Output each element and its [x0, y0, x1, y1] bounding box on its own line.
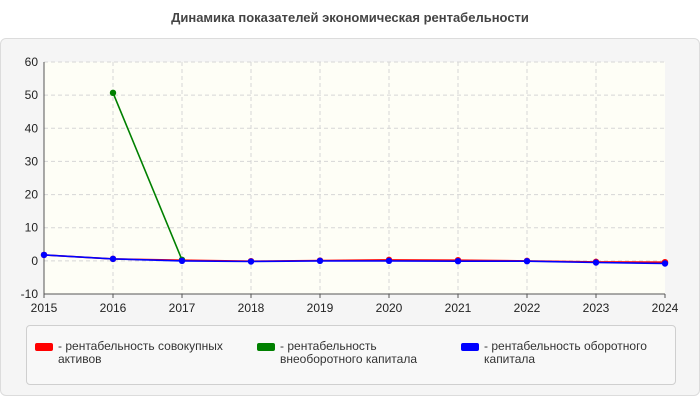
series-3-line [43, 254, 666, 265]
legend-swatch-series-2 [257, 343, 275, 351]
y-tick-label: 10 [25, 221, 39, 235]
series-3-point [592, 259, 600, 266]
x-tick-label: 2020 [376, 301, 403, 315]
y-tick-label: 0 [31, 254, 38, 268]
x-tick-label: 2018 [238, 301, 265, 315]
series-3 [40, 251, 669, 267]
x-tick-label: 2023 [583, 301, 610, 315]
x-tick-label: 2015 [31, 301, 58, 315]
series-2-point [109, 89, 117, 97]
series-lines [40, 89, 669, 267]
y-tick-label: 30 [25, 154, 39, 168]
legend-label-series-3: рентабельность оборотного капитала [484, 340, 671, 366]
legend-item-series-3[interactable]: рентабельность оборотного капитала [461, 340, 671, 366]
series-3-point [661, 260, 669, 267]
x-tick-label: 2022 [514, 301, 541, 315]
x-tick-label: 2016 [100, 301, 127, 315]
legend-label-series-2: рентабельность внеоборотного капитала [280, 340, 447, 366]
series-3-point [316, 257, 324, 265]
series-3-point [178, 257, 186, 265]
tick-labels: -10 0 10 20 30 40 50 60 2015 2016 2017 2018 2019 2020… [21, 55, 679, 315]
y-tick-label: 20 [25, 188, 39, 202]
y-tick-label: -10 [21, 287, 39, 301]
legend: рентабельность совокупных активов рентаб… [26, 325, 676, 385]
legend-swatch-series-1 [35, 343, 53, 351]
legend-label-series-1: рентабельность совокупных активов [58, 340, 245, 366]
legend-item-series-2[interactable]: рентабельность внеоборотного капитала [257, 340, 447, 366]
legend-swatch-series-3 [461, 343, 479, 351]
series-3-point [109, 255, 117, 263]
y-tick-label: 60 [25, 55, 39, 69]
chart-title: Динамика показателей экономическая рента… [171, 10, 529, 25]
x-tick-label: 2021 [445, 301, 472, 315]
legend-item-series-1[interactable]: рентабельность совокупных активов [35, 340, 245, 366]
series-2-line [112, 92, 183, 261]
y-tick-label: 40 [25, 121, 39, 135]
x-tick-label: 2019 [307, 301, 334, 315]
series-3-point [40, 251, 48, 259]
series-3-point [385, 257, 393, 265]
x-tick-label: 2017 [169, 301, 196, 315]
x-tick-label: 2024 [652, 301, 679, 315]
series-3-point [454, 257, 462, 265]
series-3-point [523, 257, 531, 265]
y-tick-label: 50 [25, 88, 39, 102]
series-3-point [247, 258, 255, 265]
